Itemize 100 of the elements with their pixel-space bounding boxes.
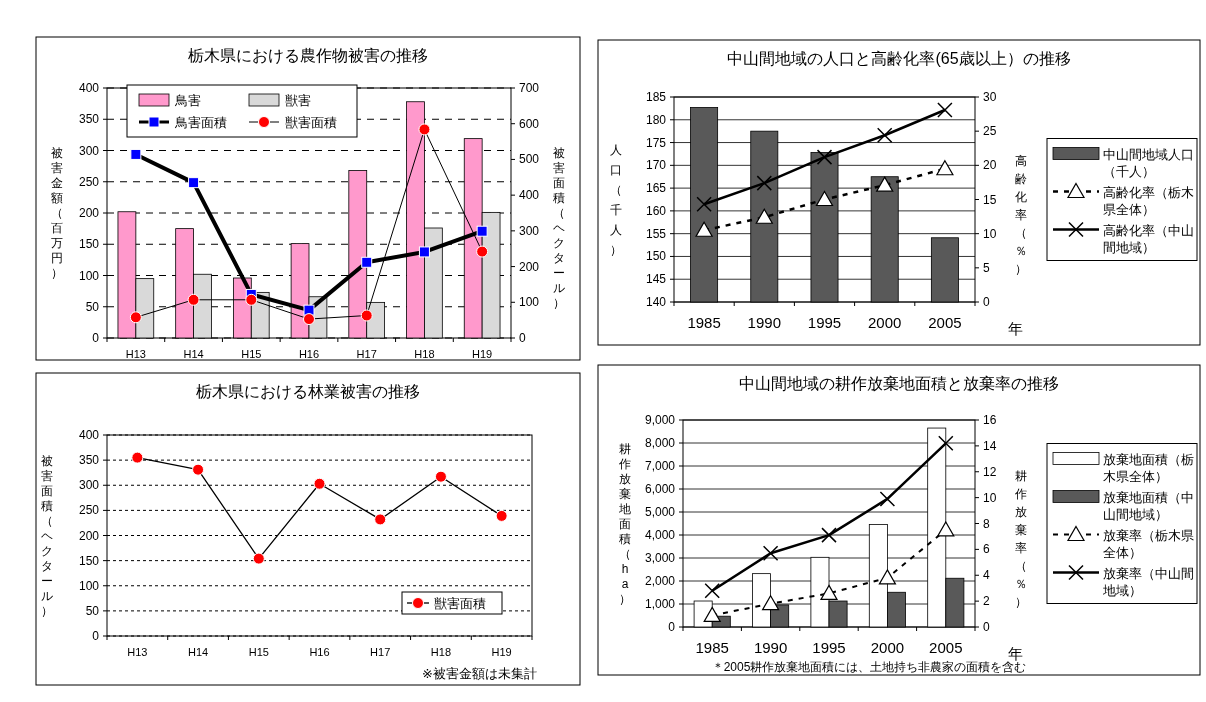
point — [418, 246, 430, 258]
x-tick-label: H13 — [125, 348, 146, 360]
legend-label: 放棄率（中山間地域） — [1102, 565, 1194, 598]
y2-tick-label: 700 — [519, 81, 540, 95]
point — [876, 127, 893, 144]
x-tick-label: H17 — [356, 348, 377, 360]
x-tick-label: H19 — [491, 646, 512, 658]
y-tick-label: 200 — [78, 206, 100, 220]
point — [434, 470, 447, 483]
y2-tick-label: 10 — [983, 490, 997, 505]
text: 被害金額（百万円） — [51, 146, 63, 280]
legend-label: 放棄地面積（中山間地域） — [1103, 489, 1194, 522]
text: 耕作放棄地面積（ha） — [619, 441, 631, 606]
point — [245, 293, 258, 306]
point — [878, 569, 896, 585]
text: 被害面積（ヘクタール） — [41, 453, 53, 618]
point — [876, 176, 894, 192]
x-tick-label: 2000 — [868, 314, 902, 331]
x-tick-label: H16 — [309, 646, 330, 658]
legend-label: 高齢化率（中山間地域） — [1103, 222, 1194, 255]
chart-title: 中山間地域の耕作放棄地面積と放棄率の推移 — [739, 375, 1059, 392]
legend-label: 獣害 — [285, 93, 311, 108]
y-tick-label: 7,000 — [644, 459, 676, 473]
legend-label: 放棄率（栃木県全体） — [1103, 527, 1194, 560]
point — [821, 527, 837, 543]
y2-tick-label: 2 — [983, 594, 990, 609]
y2-tick-label: 10 — [983, 226, 997, 241]
y2-tick-label: 6 — [983, 542, 990, 557]
y-tick-label: 300 — [78, 143, 100, 158]
point — [495, 509, 508, 522]
y-tick-label: 165 — [645, 181, 667, 196]
x-axis-title: 年 — [1007, 320, 1023, 337]
y-tick-label: 175 — [645, 135, 667, 150]
point — [704, 583, 720, 599]
point — [130, 148, 142, 160]
y-tick-label: 170 — [645, 158, 667, 173]
x-tick-label: H15 — [241, 348, 262, 360]
x-tick-label: H19 — [472, 348, 493, 360]
legend-label: 鳥害面積 — [174, 115, 227, 130]
y2-tick-label: 15 — [983, 192, 997, 207]
y2-axis-title: 高齢化率（％） — [1015, 153, 1027, 276]
y-tick-label: 100 — [78, 268, 100, 283]
y-tick-label: 50 — [85, 299, 100, 314]
chart-title: 中山間地域の人口と高齢化率(65歳以上）の推移 — [727, 50, 1071, 67]
point — [937, 521, 955, 537]
legend-label: 獣害面積 — [434, 596, 486, 611]
y2-tick-label: 600 — [519, 116, 540, 131]
point — [755, 208, 773, 224]
point — [762, 545, 779, 562]
point — [476, 225, 488, 237]
y-tick-label: 140 — [645, 295, 667, 309]
y-tick-label: 8,000 — [644, 436, 676, 450]
text: ＊2005耕作放棄地面積には、土地持ち非農家の面積を含む — [711, 660, 1027, 674]
text: ※被害金額は未集計 — [422, 666, 537, 681]
x-tick-label: 1995 — [807, 314, 842, 331]
x-tick-label: 2005 — [929, 639, 963, 656]
y2-axis-title: 耕作放棄率（％） — [1014, 468, 1027, 609]
point — [131, 451, 144, 464]
point — [816, 149, 833, 165]
y-tick-label: 300 — [78, 478, 100, 493]
y2-tick-label: 0 — [983, 295, 990, 309]
chart-title: 栃木県における農作物被害の推移 — [188, 47, 428, 64]
y-tick-label: 50 — [85, 603, 100, 618]
point — [695, 221, 713, 237]
y2-tick-label: 30 — [983, 90, 997, 104]
y-tick-label: 4,000 — [644, 528, 676, 542]
point — [252, 552, 265, 565]
y-tick-label: 6,000 — [644, 482, 676, 496]
point — [815, 190, 834, 207]
y2-tick-label: 14 — [983, 438, 997, 453]
y-tick-label: 185 — [645, 90, 667, 104]
point — [313, 477, 326, 490]
y-tick-label: 3,000 — [644, 551, 676, 565]
y-tick-label: 180 — [645, 112, 667, 127]
y-tick-label: 400 — [78, 428, 100, 442]
y-tick-label: 0 — [92, 331, 100, 345]
y2-tick-label: 16 — [983, 413, 997, 427]
x-tick-label: H18 — [414, 348, 435, 360]
chart-title: 栃木県における林業被害の推移 — [196, 383, 420, 400]
y-tick-label: 150 — [78, 553, 100, 568]
point — [418, 123, 431, 136]
point — [192, 463, 205, 476]
y-tick-label: 9,000 — [644, 413, 676, 427]
y2-tick-label: 300 — [519, 223, 540, 238]
legend-label: 高齢化率（栃木県全体） — [1103, 184, 1194, 217]
y2-tick-label: 8 — [983, 516, 990, 531]
point — [936, 160, 954, 176]
legend-label: 獣害面積 — [285, 115, 337, 130]
point — [361, 256, 373, 268]
y-tick-label: 200 — [78, 528, 100, 543]
point — [937, 102, 953, 118]
y-tick-label: 350 — [78, 453, 100, 468]
point — [879, 491, 896, 507]
x-tick-label: 1990 — [753, 639, 788, 656]
x-tick-label: H17 — [370, 646, 391, 658]
y-tick-label: 155 — [645, 226, 667, 241]
y2-tick-label: 5 — [983, 260, 990, 275]
y-tick-label: 250 — [78, 503, 100, 518]
y-tick-label: 250 — [78, 174, 100, 189]
y2-tick-label: 12 — [983, 464, 997, 479]
